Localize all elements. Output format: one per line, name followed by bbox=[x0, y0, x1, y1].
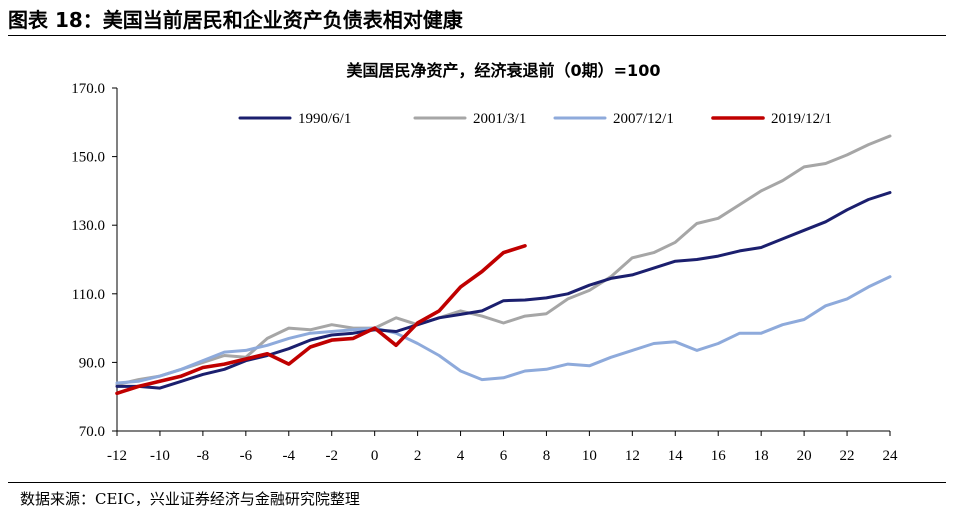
x-tick-label: 8 bbox=[543, 448, 551, 464]
legend: 1990/6/1 2001/3/1 2007/12/1 2019/12/1 bbox=[238, 111, 832, 127]
x-tick-label: 12 bbox=[625, 448, 640, 464]
x-tick-label: -8 bbox=[197, 448, 210, 464]
x-axis-ticks: -12 -10 -8 -6 -4 -2 0 2 4 6 8 10 12 14 16 18 20 22 24 bbox=[107, 431, 898, 464]
legend-label: 2007/12/1 bbox=[613, 111, 674, 127]
y-tick-label: 70.0 bbox=[79, 424, 105, 440]
x-tick-label: 6 bbox=[500, 448, 508, 464]
title-rule bbox=[8, 35, 946, 36]
series-lines bbox=[115, 134, 892, 396]
x-tick-label: 4 bbox=[457, 448, 465, 464]
legend-label: 1990/6/1 bbox=[298, 111, 351, 127]
line-chart: 美国居民净资产，经济衰退前（0期）=100 70.0 90.0 110.0 130.0… bbox=[71, 61, 898, 464]
chart-title: 美国居民净资产，经济衰退前（0期）=100 bbox=[347, 61, 661, 80]
axes bbox=[116, 88, 890, 432]
y-tick-label: 90.0 bbox=[79, 355, 105, 371]
series-line-2001-3-1 bbox=[115, 134, 892, 387]
x-tick-label: 18 bbox=[754, 448, 769, 464]
figure-title: 图表 18：美国当前居民和企业资产负债表相对健康 bbox=[8, 8, 463, 32]
x-tick-label: -12 bbox=[107, 448, 127, 464]
legend-label: 2019/12/1 bbox=[771, 111, 832, 127]
y-tick-label: 110.0 bbox=[72, 287, 105, 303]
legend-label: 2001/3/1 bbox=[473, 111, 526, 127]
x-tick-label: 16 bbox=[711, 448, 727, 464]
x-tick-label: 20 bbox=[797, 448, 812, 464]
x-tick-label: 10 bbox=[582, 448, 597, 464]
x-tick-label: 22 bbox=[840, 448, 855, 464]
series-line-1990-6-1 bbox=[115, 191, 892, 390]
x-tick-label: -10 bbox=[150, 448, 170, 464]
y-tick-label: 150.0 bbox=[71, 150, 105, 166]
x-tick-label: -6 bbox=[240, 448, 253, 464]
y-tick-label: 170.0 bbox=[71, 81, 105, 97]
y-tick-label: 130.0 bbox=[71, 218, 105, 234]
x-tick-label: -4 bbox=[283, 448, 296, 464]
source-rule bbox=[8, 482, 946, 483]
x-tick-label: 24 bbox=[883, 448, 899, 464]
x-tick-label: 2 bbox=[414, 448, 422, 464]
x-tick-label: 14 bbox=[668, 448, 684, 464]
y-axis-ticks: 70.0 90.0 110.0 130.0 150.0 170.0 bbox=[71, 81, 117, 440]
series-line-2019-12-1 bbox=[115, 244, 527, 396]
x-tick-label: -2 bbox=[325, 448, 338, 464]
source-note: 数据来源：CEIC，兴业证券经济与金融研究院整理 bbox=[20, 490, 360, 508]
x-tick-label: 0 bbox=[371, 448, 379, 464]
series-line-2007-12-1 bbox=[115, 275, 892, 385]
